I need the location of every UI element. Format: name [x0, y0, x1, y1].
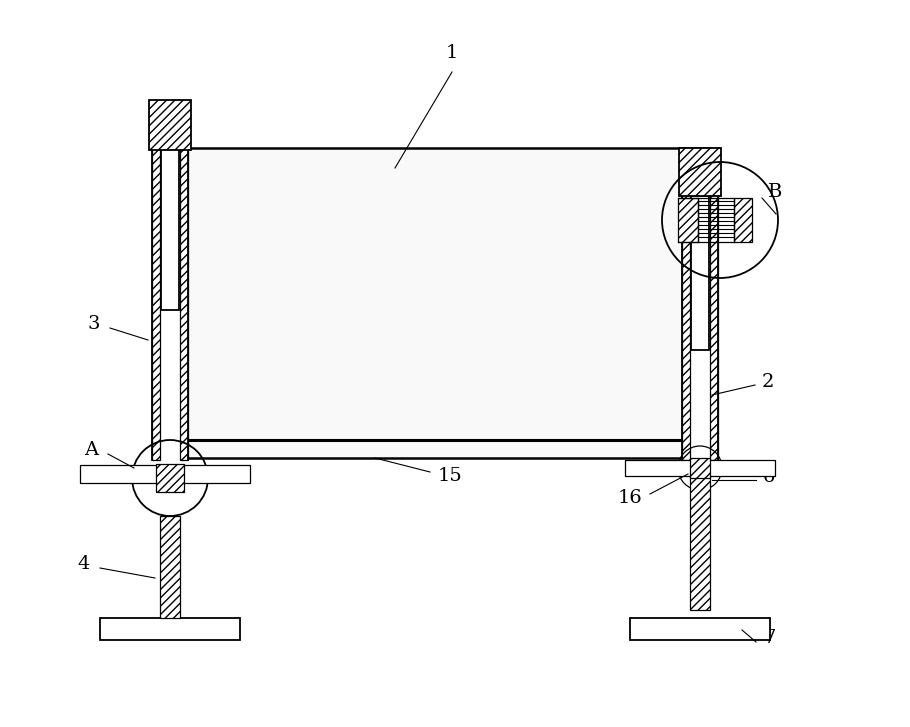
- Bar: [625, 460, 775, 476]
- Bar: [155, 148, 710, 458]
- Bar: [180, 148, 188, 460]
- Bar: [691, 196, 709, 350]
- Bar: [152, 148, 160, 460]
- Bar: [710, 148, 718, 460]
- Bar: [149, 100, 191, 150]
- Text: B: B: [768, 183, 783, 201]
- Text: 1: 1: [446, 44, 459, 62]
- Bar: [161, 148, 179, 310]
- Bar: [682, 148, 690, 460]
- Text: 7: 7: [763, 629, 775, 647]
- Text: 2: 2: [762, 373, 774, 391]
- Bar: [734, 198, 752, 242]
- Text: A: A: [84, 441, 98, 459]
- Bar: [80, 465, 250, 483]
- Bar: [160, 516, 180, 618]
- Bar: [630, 618, 770, 640]
- Text: 3: 3: [87, 315, 100, 333]
- Bar: [690, 148, 710, 460]
- Text: 6: 6: [763, 468, 775, 486]
- Bar: [160, 148, 180, 460]
- Bar: [678, 198, 698, 242]
- Bar: [690, 458, 710, 478]
- Text: 15: 15: [438, 467, 463, 485]
- Text: 16: 16: [617, 489, 642, 507]
- Bar: [679, 148, 721, 196]
- Bar: [156, 464, 184, 492]
- Bar: [690, 476, 710, 610]
- Bar: [100, 618, 240, 640]
- Text: 4: 4: [77, 555, 90, 573]
